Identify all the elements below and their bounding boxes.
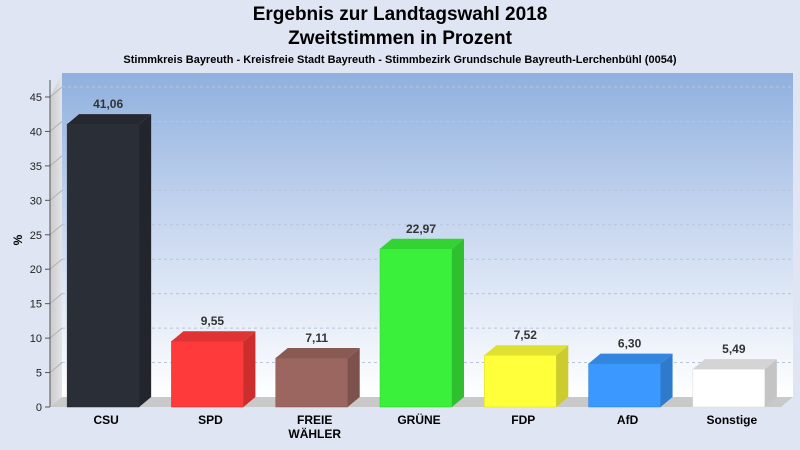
y-tick-label: 20	[30, 264, 42, 276]
grid-line-side	[49, 293, 63, 305]
bar-top	[380, 238, 464, 249]
chart-subtitle: Zweitstimmen in Prozent	[288, 28, 512, 49]
x-tick-label: FREIE	[297, 413, 332, 427]
bar-sonstige	[692, 359, 777, 408]
bar-front	[66, 123, 140, 408]
bar-side	[139, 114, 152, 408]
x-tick-label: GRÜNE	[397, 412, 440, 427]
y-tick-label: 30	[30, 195, 42, 207]
grid-line-side	[49, 327, 63, 339]
chart-caption: Stimmkreis Bayreuth - Kreisfreie Stadt B…	[123, 54, 677, 66]
y-tick-label: 5	[36, 368, 42, 380]
data-label: 6,30	[618, 337, 642, 351]
bar-freie-wähler	[275, 348, 360, 408]
y-tick-label: 10	[30, 333, 42, 345]
bar-side	[347, 348, 360, 407]
data-label: 41,06	[93, 97, 123, 111]
bar-top	[692, 359, 777, 370]
y-axis-label: %	[11, 234, 25, 245]
bar-top	[588, 353, 673, 364]
x-tick-label: CSU	[93, 413, 118, 427]
bar-csu	[66, 114, 152, 408]
grid-line-side	[49, 121, 63, 132]
x-tick-label: WÄHLER	[288, 426, 341, 441]
bar-side	[764, 359, 777, 407]
bar-spd	[171, 331, 256, 408]
x-tick-label: SPD	[198, 413, 223, 427]
bar-front	[692, 368, 766, 408]
bar-top	[67, 114, 152, 125]
bar-front	[588, 363, 661, 408]
data-label: 9,55	[201, 314, 225, 328]
bar-side	[243, 331, 256, 407]
data-label: 5,49	[722, 342, 746, 356]
data-label: 22,97	[406, 222, 436, 236]
grid-line-side	[49, 224, 63, 236]
y-tick-label: 40	[30, 126, 42, 138]
grid-line-side	[49, 189, 63, 201]
bar-top	[275, 348, 360, 359]
bar-afd	[588, 353, 673, 408]
bar-side	[556, 345, 569, 407]
chart-title: Ergebnis zur Landtagswahl 2018	[252, 4, 548, 25]
y-tick-label: 35	[30, 161, 42, 173]
bar-front	[484, 354, 557, 408]
y-tick-label: 15	[30, 299, 42, 311]
grid-line-side	[49, 362, 63, 373]
grid-line-side	[49, 86, 63, 98]
bar-top	[171, 331, 256, 342]
bar-fdp	[484, 345, 569, 408]
y-tick-label: 45	[30, 92, 42, 104]
data-label: 7,52	[514, 328, 538, 342]
bar-front	[275, 357, 348, 408]
bar-top	[484, 345, 569, 356]
y-tick-label: 25	[30, 230, 42, 242]
grid-line-side	[49, 258, 63, 270]
x-tick-label: Sonstige	[707, 413, 758, 427]
bar-grüne	[379, 238, 464, 408]
bar-front	[379, 248, 453, 408]
grid-line-side	[49, 155, 63, 167]
bar-side	[452, 238, 464, 407]
data-label: 7,11	[305, 331, 328, 345]
plot-left-wall	[50, 73, 62, 407]
bar-front	[171, 340, 244, 408]
y-tick-label: 0	[36, 402, 42, 414]
bar-side	[660, 353, 673, 407]
x-tick-label: AfD	[617, 413, 639, 427]
x-tick-label: FDP	[511, 413, 535, 427]
